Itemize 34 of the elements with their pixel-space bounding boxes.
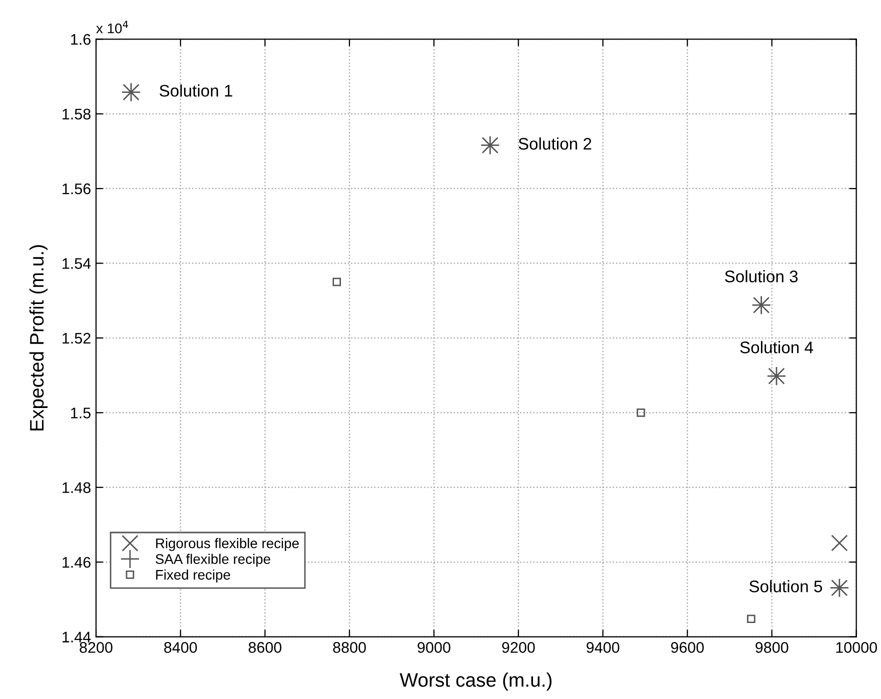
x-tick-label: 9200 [502,642,535,653]
point [746,614,756,624]
x-tick-label: 8800 [333,642,366,653]
point [332,278,341,286]
y-tick-label: 1.46 [62,556,90,568]
y-tick-label: 1.48 [62,482,91,494]
y-tick-label: 1.54 [62,258,91,269]
x-tick-label: 9800 [756,642,788,653]
annotation: Solution 1 [160,84,232,97]
y-tick-label: 1.52 [62,332,90,344]
x-tick-label: 8600 [248,642,282,653]
x-axis-title: Worst case (m.u.) [400,672,552,691]
x-tick-label: 8400 [164,642,197,653]
annotation: Solution 4 [740,341,814,354]
y-tick-label: 1.56 [62,183,90,194]
x-tick-label: 8200 [80,642,112,653]
y-tick-label: 1.44 [62,632,91,642]
x-tick-label: 9600 [671,642,704,653]
x-tick-label: 9400 [586,642,620,653]
x-tick-label: 9000 [418,642,450,653]
point [831,534,848,552]
y-tick-label: 1.58 [62,108,91,120]
annotation: Solution 2 [518,137,592,150]
x-tick-label: 10000 [836,642,877,653]
y-tick-label: 1.6 [71,34,90,45]
annotation: Solution 3 [724,270,798,282]
annotation: Solution 5 [749,580,822,592]
y-axis-title: Expected Profit (m.u.) [29,245,48,430]
legend-label: Rigorous flexible recipe [156,538,299,552]
y-tick-label: 1.5 [71,408,91,418]
point [636,408,646,417]
text: x 10$^{4}$ [96,20,128,34]
legend-label: Fixed recipe [156,570,230,582]
legend-label: SAA flexible recipe [156,554,270,567]
